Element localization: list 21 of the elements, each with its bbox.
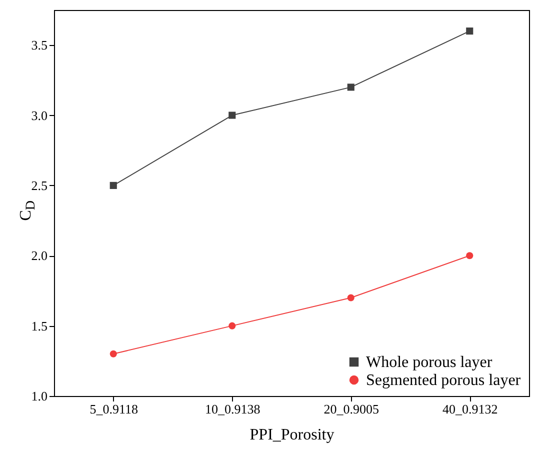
point [228,322,236,330]
point [228,112,236,119]
legend-label: Segmented porous layer [366,372,522,389]
x-axis-title: PPI_Porosity [250,426,334,444]
point [466,28,474,35]
x-tick-label: 5_0.9118 [90,402,138,416]
x-tick-label: 20_0.9005 [324,402,379,416]
legend-label: Whole porous layer [366,354,493,371]
point [110,350,117,358]
x-tick-label: 10_0.9138 [205,402,260,416]
y-tick-label: 1.5 [31,318,48,334]
y-tick-label: 1.0 [31,388,48,404]
x-tick-label: 40_0.9132 [442,402,498,416]
point [347,84,354,91]
y-tick-label: 2.0 [31,248,48,264]
y-tick-label: 3.0 [31,108,48,123]
y-tick-label: 2.5 [31,178,48,193]
point [110,182,117,189]
point [466,252,474,260]
point [347,294,354,302]
y-tick-label: 3.5 [31,38,48,53]
